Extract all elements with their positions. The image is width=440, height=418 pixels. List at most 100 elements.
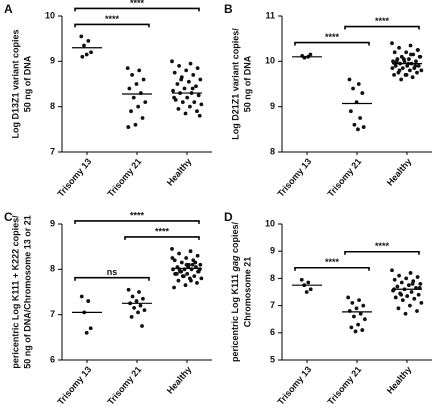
- data-point: [182, 86, 187, 91]
- data-point: [181, 274, 186, 279]
- data-point: [196, 269, 200, 274]
- significance-bar: [344, 250, 420, 255]
- y-axis-label: 50 ng of DNA: [242, 55, 252, 112]
- data-point: [184, 262, 189, 267]
- data-point: [348, 109, 353, 114]
- data-point: [352, 314, 356, 319]
- significance-bar: [74, 23, 150, 28]
- y-tick-label: 8: [270, 273, 275, 283]
- data-point: [396, 306, 401, 311]
- data-point: [140, 116, 145, 120]
- data-point: [195, 253, 200, 258]
- data-point: [79, 34, 84, 39]
- x-tick-label: Trisomy 21: [105, 364, 143, 406]
- data-point: [134, 82, 139, 86]
- data-point: [358, 116, 363, 120]
- y-axis-label: pericentric Log K111 gag copies/: [230, 221, 240, 362]
- data-point: [349, 325, 354, 330]
- data-point: [397, 273, 401, 278]
- y-axis-label: pericentric Log K111 + K222 copies/: [10, 215, 20, 369]
- data-point: [191, 73, 196, 77]
- data-point: [308, 52, 313, 57]
- data-point: [415, 309, 419, 313]
- data-point: [401, 57, 406, 61]
- y-tick-label: 9: [50, 218, 55, 228]
- data-point: [89, 50, 93, 55]
- panel-label: B: [224, 2, 233, 16]
- significance-bar: [74, 276, 150, 281]
- y-tick-label: 6: [270, 327, 275, 337]
- data-point: [390, 268, 394, 273]
- data-point: [179, 260, 184, 265]
- data-point: [193, 260, 198, 265]
- data-point: [408, 303, 412, 308]
- data-point: [419, 68, 424, 73]
- y-tick-label: 8: [50, 264, 55, 274]
- data-point: [404, 50, 409, 55]
- data-point: [415, 70, 419, 75]
- data-point: [408, 43, 413, 48]
- data-point: [136, 104, 141, 109]
- significance-label: ****: [105, 14, 120, 24]
- data-point: [417, 54, 422, 59]
- significance-label: ****: [325, 257, 340, 267]
- data-point: [131, 95, 136, 100]
- data-point: [176, 278, 181, 283]
- data-point: [196, 93, 201, 98]
- data-point: [415, 275, 420, 279]
- y-tick-label: 7: [50, 146, 55, 156]
- x-tick-label: Healthy: [385, 156, 414, 187]
- data-point: [400, 66, 405, 71]
- data-point: [192, 100, 197, 105]
- data-point: [403, 311, 408, 316]
- data-point: [414, 59, 418, 64]
- significance-label: ****: [325, 32, 340, 42]
- data-point: [177, 63, 181, 68]
- data-point: [406, 283, 411, 288]
- data-point: [390, 41, 394, 46]
- data-point: [138, 303, 143, 308]
- data-point: [171, 88, 175, 93]
- panel-label: C: [4, 210, 13, 224]
- data-point: [361, 125, 366, 129]
- data-point: [126, 287, 131, 292]
- data-point: [140, 324, 144, 328]
- significance-bar: [344, 25, 420, 30]
- data-point: [419, 300, 424, 305]
- data-point: [195, 281, 199, 285]
- y-axis-label: Chromosome 21: [242, 257, 252, 328]
- data-point: [199, 102, 204, 107]
- data-point: [180, 100, 185, 105]
- data-point: [84, 330, 89, 335]
- data-point: [127, 86, 132, 91]
- data-point: [186, 79, 191, 84]
- data-point: [192, 274, 197, 279]
- data-point: [133, 122, 138, 127]
- y-tick-label: 10: [265, 218, 275, 228]
- y-tick-label: 9: [270, 101, 275, 111]
- data-point: [137, 68, 142, 73]
- data-point: [199, 276, 204, 281]
- data-point: [352, 122, 357, 127]
- x-tick-label: Trisomy 13: [55, 156, 93, 198]
- x-tick-label: Trisomy 21: [105, 156, 143, 198]
- y-tick-label: 10: [265, 56, 275, 66]
- significance-label: ns: [107, 267, 118, 277]
- data-point: [183, 283, 188, 288]
- data-point: [356, 82, 361, 86]
- y-tick-label: 10: [45, 10, 55, 20]
- data-point: [82, 43, 86, 48]
- x-tick-label: Trisomy 13: [275, 364, 313, 406]
- data-point: [408, 271, 413, 275]
- significance-label: ****: [375, 241, 390, 251]
- data-point: [129, 315, 134, 319]
- data-point: [173, 271, 177, 276]
- data-point: [188, 104, 192, 109]
- data-point: [141, 77, 146, 82]
- data-point: [88, 326, 93, 331]
- data-point: [172, 70, 177, 75]
- data-point: [351, 86, 355, 91]
- significance-bar: [74, 220, 200, 224]
